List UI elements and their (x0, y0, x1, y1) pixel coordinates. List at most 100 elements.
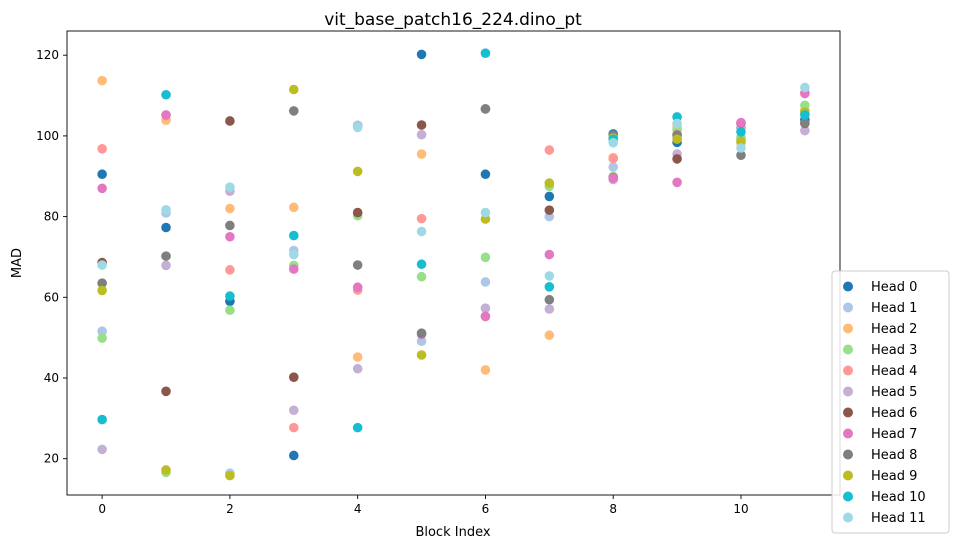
legend-label: Head 9 (871, 469, 917, 484)
data-point-head-1 (480, 277, 491, 287)
data-point-head-11 (161, 204, 171, 215)
legend-marker (843, 323, 853, 334)
data-point-head-10 (288, 230, 299, 241)
data-point-head-11 (672, 118, 682, 129)
data-point-head-8 (736, 150, 746, 161)
legend-marker (843, 449, 853, 460)
legend-label: Head 1 (871, 301, 917, 316)
legend-label: Head 3 (871, 343, 917, 358)
data-point-head-8 (352, 260, 363, 270)
data-point-head-6 (416, 120, 427, 130)
data-point-head-8 (800, 118, 810, 128)
legend-label: Head 11 (871, 511, 926, 526)
data-point-head-7 (352, 282, 363, 293)
data-point-head-11 (416, 226, 427, 237)
data-point-head-11 (480, 207, 491, 218)
chart-title: vit_base_patch16_224.dino_pt (324, 10, 582, 30)
legend-box (831, 270, 950, 534)
plot-area-frame (66, 30, 841, 496)
data-point-head-9 (672, 134, 682, 144)
data-point-head-2 (288, 202, 299, 213)
data-point-head-11 (225, 182, 235, 192)
legend-marker (843, 386, 853, 397)
data-point-head-6 (225, 116, 235, 126)
data-point-head-8 (288, 106, 299, 116)
data-point-head-5 (416, 129, 427, 140)
data-point-head-7 (225, 231, 235, 242)
x-tick-label: 6 (482, 502, 490, 516)
data-point-head-11 (544, 271, 555, 281)
data-point-head-2 (97, 75, 107, 86)
data-point-head-0 (416, 49, 427, 60)
data-point-head-7 (672, 177, 682, 188)
x-tick-label: 10 (733, 502, 748, 516)
data-point-head-11 (288, 249, 299, 260)
legend-label: Head 8 (871, 448, 917, 463)
data-point-head-0 (480, 169, 491, 180)
legend-label: Head 6 (871, 406, 917, 421)
y-tick-label: 60 (44, 290, 59, 304)
x-tick-label: 8 (609, 502, 617, 516)
data-point-head-11 (97, 260, 107, 270)
data-point-head-11 (736, 143, 746, 153)
data-point-head-1 (97, 326, 107, 336)
data-point-head-5 (352, 363, 363, 374)
data-point-head-4 (225, 265, 235, 275)
data-point-head-10 (225, 291, 235, 301)
legend-marker (843, 407, 853, 418)
data-point-head-9 (225, 470, 235, 481)
legend-label: Head 10 (871, 490, 926, 505)
data-point-head-1 (416, 336, 427, 347)
data-point-head-4 (97, 144, 107, 154)
legend-label: Head 4 (871, 364, 917, 379)
data-point-head-5 (800, 125, 810, 136)
data-point-head-7 (288, 264, 299, 274)
y-tick-label: 80 (44, 210, 59, 224)
data-point-head-4 (288, 422, 299, 433)
data-point-head-9 (352, 166, 363, 177)
legend: Head 0 Head 1 Head 2 Head 3 Head 4 Head 5 Head… (831, 270, 950, 534)
data-point-head-4 (544, 145, 555, 155)
data-point-head-9 (97, 285, 107, 296)
data-point-head-5 (288, 405, 299, 416)
data-point-head-4 (608, 153, 619, 164)
data-point-head-9 (416, 350, 427, 360)
data-point-head-8 (161, 251, 171, 261)
data-point-head-5 (544, 304, 555, 314)
y-axis: 20 40 60 80 100 120 (36, 48, 67, 466)
x-tick-label: 4 (354, 502, 362, 516)
legend-marker (843, 470, 853, 481)
data-point-head-2 (225, 203, 235, 214)
data-point-head-4 (416, 213, 427, 224)
data-point-head-3 (97, 333, 107, 343)
data-point-head-10 (800, 110, 810, 120)
data-point-head-6 (544, 205, 555, 215)
legend-label: Head 5 (871, 385, 917, 400)
data-point-head-0 (97, 169, 107, 180)
data-point-head-8 (544, 294, 555, 305)
data-point-head-11 (352, 122, 363, 133)
y-axis-label: MAD (10, 248, 25, 278)
legend-marker (843, 365, 853, 376)
data-point-head-10 (480, 48, 491, 58)
legend-label: Head 2 (871, 322, 917, 337)
data-point-head-10 (544, 282, 555, 292)
x-tick-label: 2 (226, 502, 234, 516)
data-point-head-2 (544, 330, 555, 341)
data-point-head-8 (480, 104, 491, 114)
data-point-head-3 (480, 252, 491, 263)
data-point-head-3 (416, 271, 427, 282)
data-point-head-2 (480, 365, 491, 375)
data-point-head-6 (352, 207, 363, 218)
data-point-head-6 (672, 154, 682, 164)
data-point-head-8 (416, 328, 427, 339)
data-point-head-7 (736, 117, 746, 128)
data-point-head-9 (736, 136, 746, 146)
legend-label: Head 0 (871, 280, 917, 295)
data-point-head-0 (161, 222, 171, 233)
data-point-head-7 (608, 173, 619, 184)
legend-marker (843, 302, 853, 313)
data-point-head-2 (416, 149, 427, 159)
data-point-head-5 (480, 303, 491, 313)
legend-marker (843, 491, 853, 502)
